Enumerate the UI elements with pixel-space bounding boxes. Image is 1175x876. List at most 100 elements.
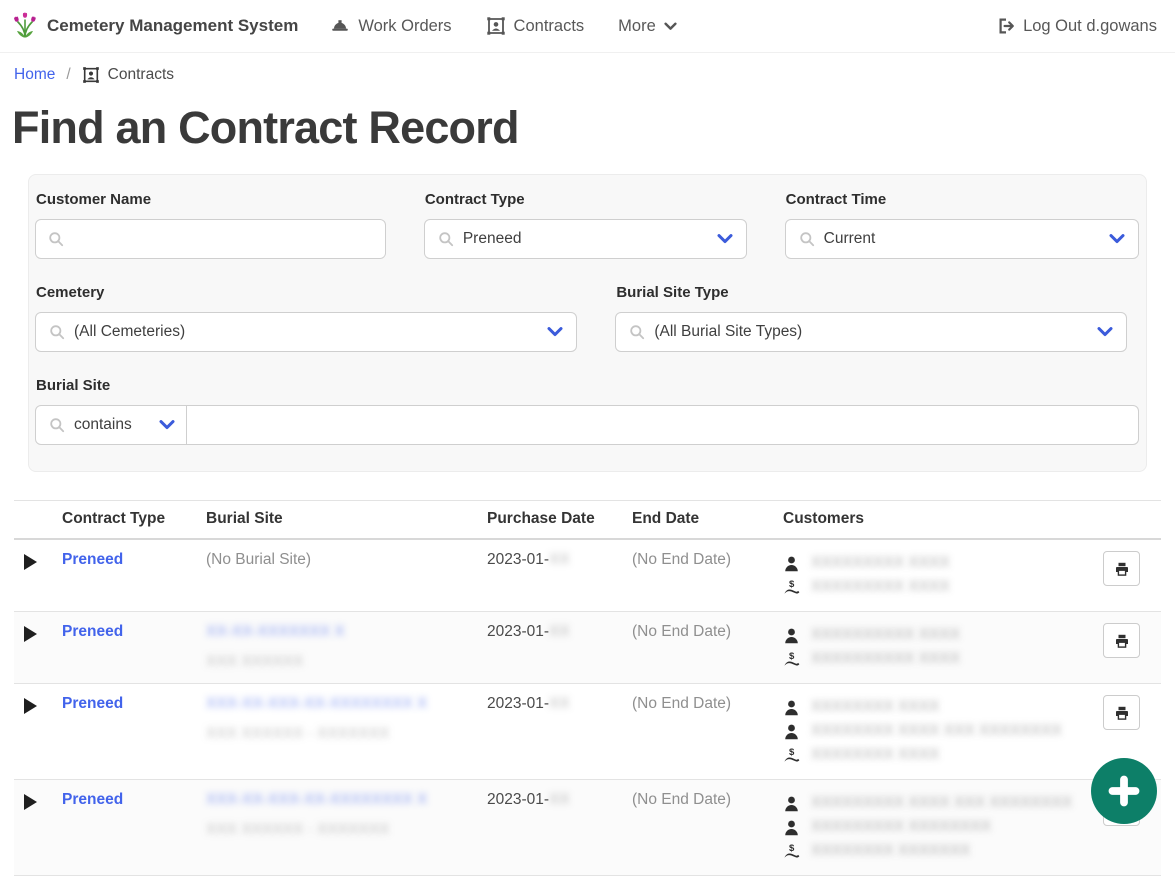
col-burial-site: Burial Site bbox=[206, 510, 283, 527]
burial-site-subtext: XXX XXXXXX - XXXXXXX bbox=[206, 821, 390, 838]
chevron-down-icon bbox=[664, 22, 677, 31]
print-button[interactable] bbox=[1103, 695, 1140, 730]
tulips-logo-icon bbox=[12, 9, 38, 44]
customer-name-redacted[interactable]: XXXXXXXX XXXX XXX XXXXXXXX bbox=[811, 722, 1062, 739]
expand-row-button[interactable] bbox=[24, 698, 37, 714]
contract-type-link[interactable]: Preneed bbox=[62, 551, 124, 568]
purchase-date: 2023-01- bbox=[487, 791, 550, 808]
purchase-date: 2023-01- bbox=[487, 551, 550, 568]
end-date: (No End Date) bbox=[632, 695, 732, 712]
customer-name-input[interactable] bbox=[35, 219, 386, 259]
contract-time-select[interactable]: Current bbox=[784, 219, 1139, 259]
expand-row-button[interactable] bbox=[24, 626, 37, 642]
expand-row-button[interactable] bbox=[24, 794, 37, 810]
burial-site-link[interactable]: XX-XX-XXXXXXX X bbox=[206, 623, 345, 640]
contract-type-value: Preneed bbox=[462, 230, 522, 247]
burial-site-type-value: (All Burial Site Types) bbox=[654, 323, 803, 340]
results-table: Contract Type Burial Site Purchase Date … bbox=[14, 500, 1161, 876]
customer-entry: XXXXXXXX XXXX bbox=[783, 695, 1103, 719]
payer-icon bbox=[783, 579, 800, 596]
contract-type-link[interactable]: Preneed bbox=[62, 791, 124, 808]
cemetery-value: (All Cemeteries) bbox=[74, 323, 186, 340]
nav-work-orders[interactable]: Work Orders bbox=[330, 16, 452, 36]
breadcrumb-separator: / bbox=[66, 66, 71, 83]
burial-site-label: Burial Site bbox=[36, 377, 111, 394]
contract-type-select[interactable]: Preneed bbox=[423, 219, 747, 259]
table-row: Preneed XX-XX-XXXXXXX X XXX XXXXXX 2023-… bbox=[14, 612, 1161, 684]
search-icon bbox=[49, 324, 65, 340]
printer-icon bbox=[1114, 633, 1130, 649]
customer-entry: XXXXXXXXX XXXX bbox=[783, 551, 1103, 575]
customer-name-redacted[interactable]: XXXXXXXXXX XXXX bbox=[811, 650, 961, 667]
purchase-date: 2023-01- bbox=[487, 695, 550, 712]
customer-name-redacted[interactable]: XXXXXXXXX XXXX bbox=[811, 578, 950, 595]
sign-out-icon bbox=[997, 17, 1015, 35]
customer-entry: XXXXXXXXX XXXX bbox=[783, 575, 1103, 599]
contract-type-label: Contract Type bbox=[424, 191, 525, 208]
person-icon bbox=[783, 795, 800, 812]
customer-name-redacted[interactable]: XXXXXXXX XXXX bbox=[811, 698, 940, 715]
printer-icon bbox=[1114, 561, 1130, 577]
cemetery-select[interactable]: (All Cemeteries) bbox=[35, 312, 578, 352]
col-end-date: End Date bbox=[632, 510, 700, 527]
purchase-date-redacted: XX bbox=[549, 623, 570, 640]
chevron-down-icon bbox=[1097, 327, 1113, 337]
contract-time-value: Current bbox=[823, 230, 876, 247]
end-date: (No End Date) bbox=[632, 551, 732, 568]
chevron-down-icon bbox=[717, 234, 733, 244]
nav-work-orders-label: Work Orders bbox=[358, 16, 452, 35]
col-contract-type: Contract Type bbox=[62, 510, 166, 527]
add-contract-fab[interactable] bbox=[1091, 758, 1157, 824]
contract-type-link[interactable]: Preneed bbox=[62, 695, 124, 712]
customer-entry: XXXXXXXX XXXXXXX bbox=[783, 839, 1103, 863]
customer-name-redacted[interactable]: XXXXXXXXXX XXXX bbox=[811, 626, 961, 643]
nav-more[interactable]: More bbox=[618, 17, 677, 36]
expand-row-button[interactable] bbox=[24, 554, 37, 570]
breadcrumb-home-link[interactable]: Home bbox=[14, 66, 56, 83]
nav-links: Work Orders Contracts More bbox=[330, 16, 676, 36]
logout-button[interactable]: Log Out d.gowans bbox=[997, 17, 1157, 36]
person-icon bbox=[783, 555, 800, 572]
person-icon bbox=[783, 819, 800, 836]
burial-site-text: (No Burial Site) bbox=[206, 551, 312, 568]
breadcrumb-current: Contracts bbox=[82, 66, 174, 84]
top-navbar: Cemetery Management System Work Orders C… bbox=[0, 0, 1175, 53]
customers-list: XXXXXXXX XXXX XXXXXXXX XXXX XXX XXXXXXXX X… bbox=[783, 695, 1103, 767]
burial-site-type-select[interactable]: (All Burial Site Types) bbox=[615, 312, 1127, 352]
page-title: Find an Contract Record bbox=[12, 102, 519, 153]
customer-name-redacted[interactable]: XXXXXXXX XXXX bbox=[811, 746, 940, 763]
contract-time-label: Contract Time bbox=[785, 191, 887, 208]
cemetery-label: Cemetery bbox=[36, 284, 105, 301]
customer-name-redacted[interactable]: XXXXXXXXX XXXX bbox=[811, 554, 950, 571]
app-brand[interactable]: Cemetery Management System bbox=[12, 9, 298, 44]
person-icon bbox=[783, 699, 800, 716]
burial-site-link[interactable]: XXX-XX-XXX-XX-XXXXXXXX X bbox=[206, 791, 428, 808]
print-button[interactable] bbox=[1103, 551, 1140, 586]
customer-entry: XXXXXXXXXX XXXX bbox=[783, 623, 1103, 647]
contract-type-link[interactable]: Preneed bbox=[62, 623, 124, 640]
nav-contracts-label: Contracts bbox=[513, 16, 585, 35]
hard-hat-icon bbox=[330, 16, 350, 36]
customer-name-redacted[interactable]: XXXXXXXXX XXXXXXXX bbox=[811, 818, 992, 835]
nav-contracts[interactable]: Contracts bbox=[486, 16, 585, 36]
customers-list: XXXXXXXXX XXXX XXXXXXXXX XXXX bbox=[783, 551, 1103, 599]
person-icon bbox=[783, 723, 800, 740]
burial-site-subtext: XXX XXXXXX - XXXXXXX bbox=[206, 725, 390, 742]
customer-name-label: Customer Name bbox=[36, 191, 152, 208]
burial-site-operator-select[interactable]: contains bbox=[35, 405, 187, 445]
burial-site-input[interactable] bbox=[187, 405, 1139, 445]
print-button[interactable] bbox=[1103, 623, 1140, 658]
burial-site-type-label: Burial Site Type bbox=[616, 284, 729, 301]
customer-name-redacted[interactable]: XXXXXXXXX XXXX XXX XXXXXXXX bbox=[811, 794, 1073, 811]
search-icon bbox=[438, 231, 454, 247]
table-row: Preneed XXX-XX-XXX-XX-XXXXXXXX X XXX XXX… bbox=[14, 780, 1161, 876]
customers-list: XXXXXXXXX XXXX XXX XXXXXXXX XXXXXXXXX XXX… bbox=[783, 791, 1103, 863]
contact-badge-icon bbox=[82, 66, 100, 84]
customer-name-redacted[interactable]: XXXXXXXX XXXXXXX bbox=[811, 842, 971, 859]
burial-site-link[interactable]: XXX-XX-XXX-XX-XXXXXXXX X bbox=[206, 695, 428, 712]
contact-badge-icon bbox=[486, 16, 506, 36]
breadcrumb-current-label: Contracts bbox=[107, 66, 175, 83]
purchase-date-redacted: XX bbox=[549, 791, 570, 808]
customers-list: XXXXXXXXXX XXXX XXXXXXXXXX XXXX bbox=[783, 623, 1103, 671]
table-header-row: Contract Type Burial Site Purchase Date … bbox=[14, 500, 1161, 540]
